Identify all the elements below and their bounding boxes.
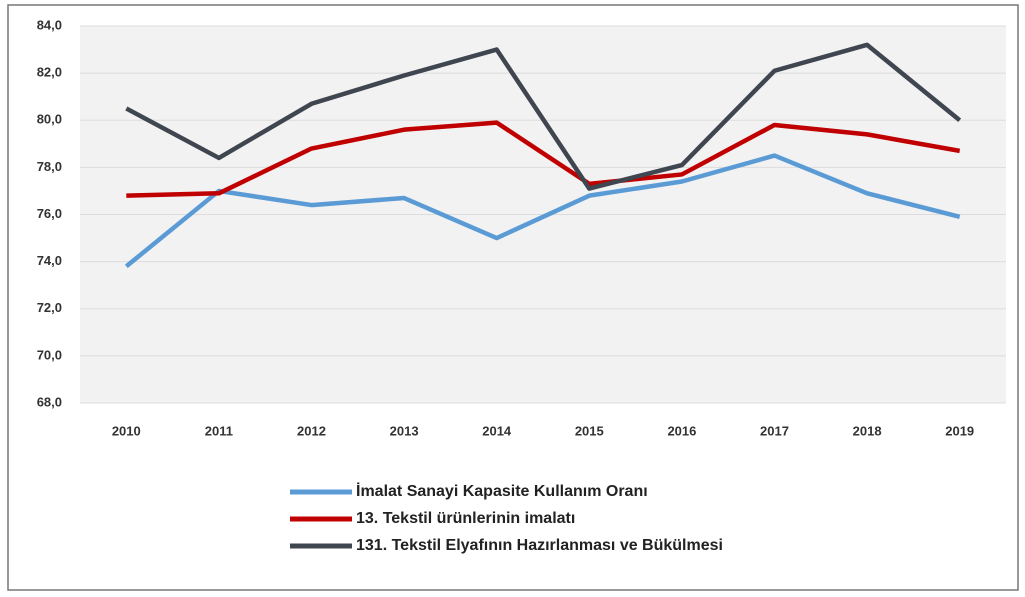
x-tick-label: 2019 [945, 423, 974, 438]
x-tick-label: 2013 [390, 423, 419, 438]
y-tick-label: 74,0 [37, 253, 62, 268]
series-line [125, 42, 962, 191]
y-tick-label: 80,0 [37, 112, 62, 127]
y-tick-label: 82,0 [37, 65, 62, 80]
y-tick-label: 68,0 [37, 394, 62, 409]
y-tick-label: 72,0 [37, 300, 62, 315]
x-tick-label: 2010 [112, 423, 141, 438]
y-tick-label: 78,0 [37, 159, 62, 174]
series-line [126, 120, 961, 198]
x-tick-label: 2014 [482, 423, 512, 438]
y-tick-label: 70,0 [37, 347, 62, 362]
legend-text: İmalat Sanayi Kapasite Kullanım Oranı [356, 482, 648, 500]
y-tick-label: 84,0 [37, 17, 62, 32]
legend-text: 131. Tekstil Elyafının Hazırlanması ve B… [356, 537, 723, 554]
y-tick-label: 76,0 [37, 206, 62, 221]
x-tick-label: 2015 [575, 423, 604, 438]
x-tick-label: 2012 [297, 423, 326, 438]
x-tick-label: 2016 [667, 423, 696, 438]
x-tick-label: 2017 [760, 423, 789, 438]
x-tick-label: 2011 [205, 423, 233, 438]
x-tick-label: 2018 [853, 423, 882, 438]
legend-text: 13. Tekstil ürünlerinin imalatı [356, 510, 575, 527]
series-line [124, 153, 961, 269]
